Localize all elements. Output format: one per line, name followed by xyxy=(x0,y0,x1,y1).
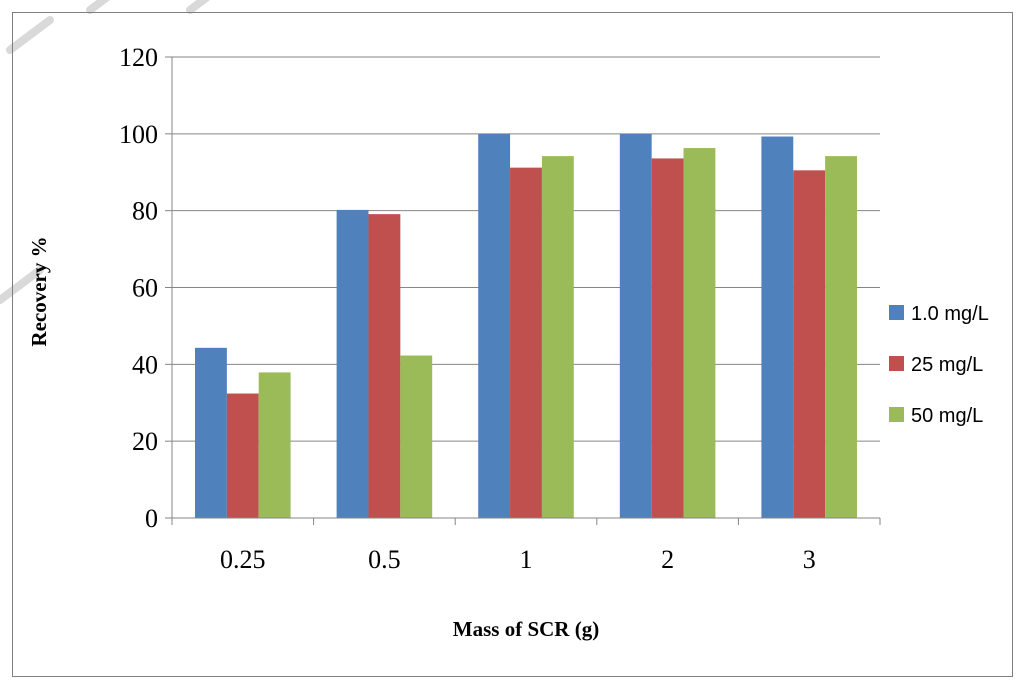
x-tick-label: 1 xyxy=(520,545,533,574)
bar xyxy=(619,133,652,519)
bar xyxy=(195,347,227,518)
x-tick-label: 0.5 xyxy=(368,545,401,574)
y-tick-label: 40 xyxy=(132,350,158,379)
decorative-stripes xyxy=(0,0,210,304)
bar xyxy=(510,167,542,518)
bar xyxy=(761,136,794,518)
legend-swatch xyxy=(889,305,904,320)
bar xyxy=(478,133,511,519)
decorative-stripe xyxy=(86,0,110,14)
y-tick-label: 20 xyxy=(132,427,158,456)
x-tick-labels: 0.25 0.5 1 2 3 xyxy=(220,545,816,574)
decorative-stripe xyxy=(6,16,54,54)
x-axis-title: Mass of SCR (g) xyxy=(453,617,599,641)
x-tick-label: 0.25 xyxy=(220,545,266,574)
y-tick-label: 60 xyxy=(132,274,158,303)
bar xyxy=(336,209,369,519)
axes xyxy=(165,56,881,525)
y-tick-label: 0 xyxy=(145,504,158,533)
legend: 1.0 mg/L 25 mg/L 50 mg/L xyxy=(889,303,989,427)
legend-swatch xyxy=(889,407,904,422)
y-tick-labels: 0 20 40 60 80 100 120 xyxy=(119,43,158,533)
y-tick-label: 120 xyxy=(119,43,158,72)
legend-swatch xyxy=(889,356,904,371)
decorative-stripe xyxy=(186,0,210,14)
bar xyxy=(368,214,401,519)
legend-label: 1.0 mg/L xyxy=(911,303,989,325)
bar xyxy=(793,170,826,518)
decorative-stripe xyxy=(0,266,44,304)
bar xyxy=(400,355,433,518)
legend-label: 25 mg/L xyxy=(911,354,983,376)
x-tick-label: 3 xyxy=(803,545,816,574)
bar xyxy=(651,158,684,519)
y-tick-label: 80 xyxy=(132,197,158,226)
x-tick-label: 2 xyxy=(661,545,674,574)
bars xyxy=(195,133,857,519)
y-axis-title: Recovery % xyxy=(27,236,51,346)
bar xyxy=(683,148,716,519)
chart-border xyxy=(12,12,1013,677)
bar xyxy=(258,372,291,518)
bar xyxy=(541,156,574,519)
bar xyxy=(226,393,259,518)
y-tick-label: 100 xyxy=(119,120,158,149)
bar xyxy=(825,156,857,519)
legend-label: 50 mg/L xyxy=(911,405,983,427)
